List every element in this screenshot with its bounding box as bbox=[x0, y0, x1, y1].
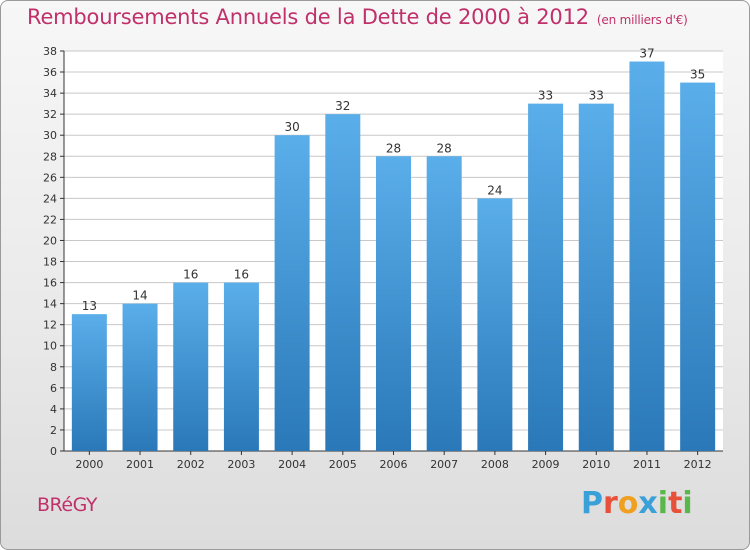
data-label: 37 bbox=[639, 47, 654, 61]
y-tick-label: 36 bbox=[43, 66, 57, 79]
y-tick-label: 32 bbox=[43, 108, 57, 121]
x-tick-label: 2000 bbox=[75, 458, 103, 471]
bar bbox=[578, 103, 614, 451]
x-tick-label: 2011 bbox=[633, 458, 661, 471]
data-label: 28 bbox=[386, 141, 401, 155]
x-tick-label: 2008 bbox=[481, 458, 509, 471]
bar bbox=[629, 61, 665, 452]
x-tick-label: 2007 bbox=[430, 458, 458, 471]
data-label: 33 bbox=[589, 89, 604, 103]
chart-title-text: Remboursements Annuels de la Dette de 20… bbox=[27, 5, 589, 29]
x-tick-label: 2006 bbox=[380, 458, 408, 471]
logo-letter: P bbox=[581, 486, 603, 521]
y-tick-label: 38 bbox=[43, 45, 57, 58]
logo-letter: x bbox=[638, 486, 658, 521]
data-label: 32 bbox=[335, 99, 350, 113]
data-label: 30 bbox=[284, 120, 299, 134]
data-label: 13 bbox=[82, 299, 97, 313]
y-tick-label: 24 bbox=[43, 192, 57, 205]
y-tick-label: 12 bbox=[43, 319, 57, 332]
data-label: 28 bbox=[437, 141, 452, 155]
x-tick-label: 2002 bbox=[177, 458, 205, 471]
logo-letter: i bbox=[682, 486, 693, 521]
commune-name: BRéGY bbox=[37, 494, 97, 516]
chart-title: Remboursements Annuels de la Dette de 20… bbox=[27, 5, 688, 29]
y-tick-label: 6 bbox=[50, 382, 57, 395]
bar bbox=[71, 314, 107, 451]
x-tick-label: 2012 bbox=[684, 458, 712, 471]
y-tick-label: 22 bbox=[43, 213, 57, 226]
y-tick-label: 0 bbox=[50, 445, 57, 458]
y-tick-label: 28 bbox=[43, 150, 57, 163]
logo-letter: o bbox=[617, 486, 639, 521]
data-label: 14 bbox=[132, 289, 147, 303]
bar bbox=[426, 156, 462, 451]
bar bbox=[274, 135, 310, 452]
y-tick-label: 34 bbox=[43, 87, 57, 100]
x-tick-label: 2004 bbox=[278, 458, 306, 471]
x-tick-label: 2003 bbox=[227, 458, 255, 471]
y-tick-label: 18 bbox=[43, 256, 57, 269]
x-tick-label: 2009 bbox=[532, 458, 560, 471]
bar bbox=[173, 282, 209, 451]
bar bbox=[680, 82, 716, 451]
data-label: 35 bbox=[690, 68, 705, 82]
logo-letter: r bbox=[603, 486, 618, 521]
logo-letter: t bbox=[668, 486, 683, 521]
y-tick-label: 8 bbox=[50, 361, 57, 374]
data-label: 16 bbox=[234, 268, 249, 282]
proxiti-logo: Proxiti bbox=[581, 486, 693, 521]
bar bbox=[122, 303, 158, 451]
data-label: 24 bbox=[487, 183, 502, 197]
y-tick-label: 4 bbox=[50, 403, 57, 416]
y-tick-label: 16 bbox=[43, 277, 57, 290]
bar bbox=[376, 156, 411, 451]
data-label: 33 bbox=[538, 89, 553, 103]
y-tick-label: 14 bbox=[43, 298, 57, 311]
bar bbox=[325, 114, 361, 451]
y-tick-label: 10 bbox=[43, 340, 57, 353]
x-tick-label: 2010 bbox=[582, 458, 610, 471]
y-tick-label: 26 bbox=[43, 171, 57, 184]
logo-letter: i bbox=[657, 486, 669, 521]
x-tick-label: 2005 bbox=[329, 458, 357, 471]
bar bbox=[223, 282, 259, 451]
bar bbox=[528, 103, 564, 451]
data-label: 16 bbox=[183, 268, 198, 282]
bar bbox=[477, 198, 513, 451]
y-tick-label: 20 bbox=[43, 234, 57, 247]
x-tick-label: 2001 bbox=[126, 458, 154, 471]
y-tick-label: 2 bbox=[50, 424, 57, 437]
y-tick-label: 30 bbox=[43, 129, 57, 142]
unit-note: (en milliers d'€) bbox=[596, 13, 688, 27]
